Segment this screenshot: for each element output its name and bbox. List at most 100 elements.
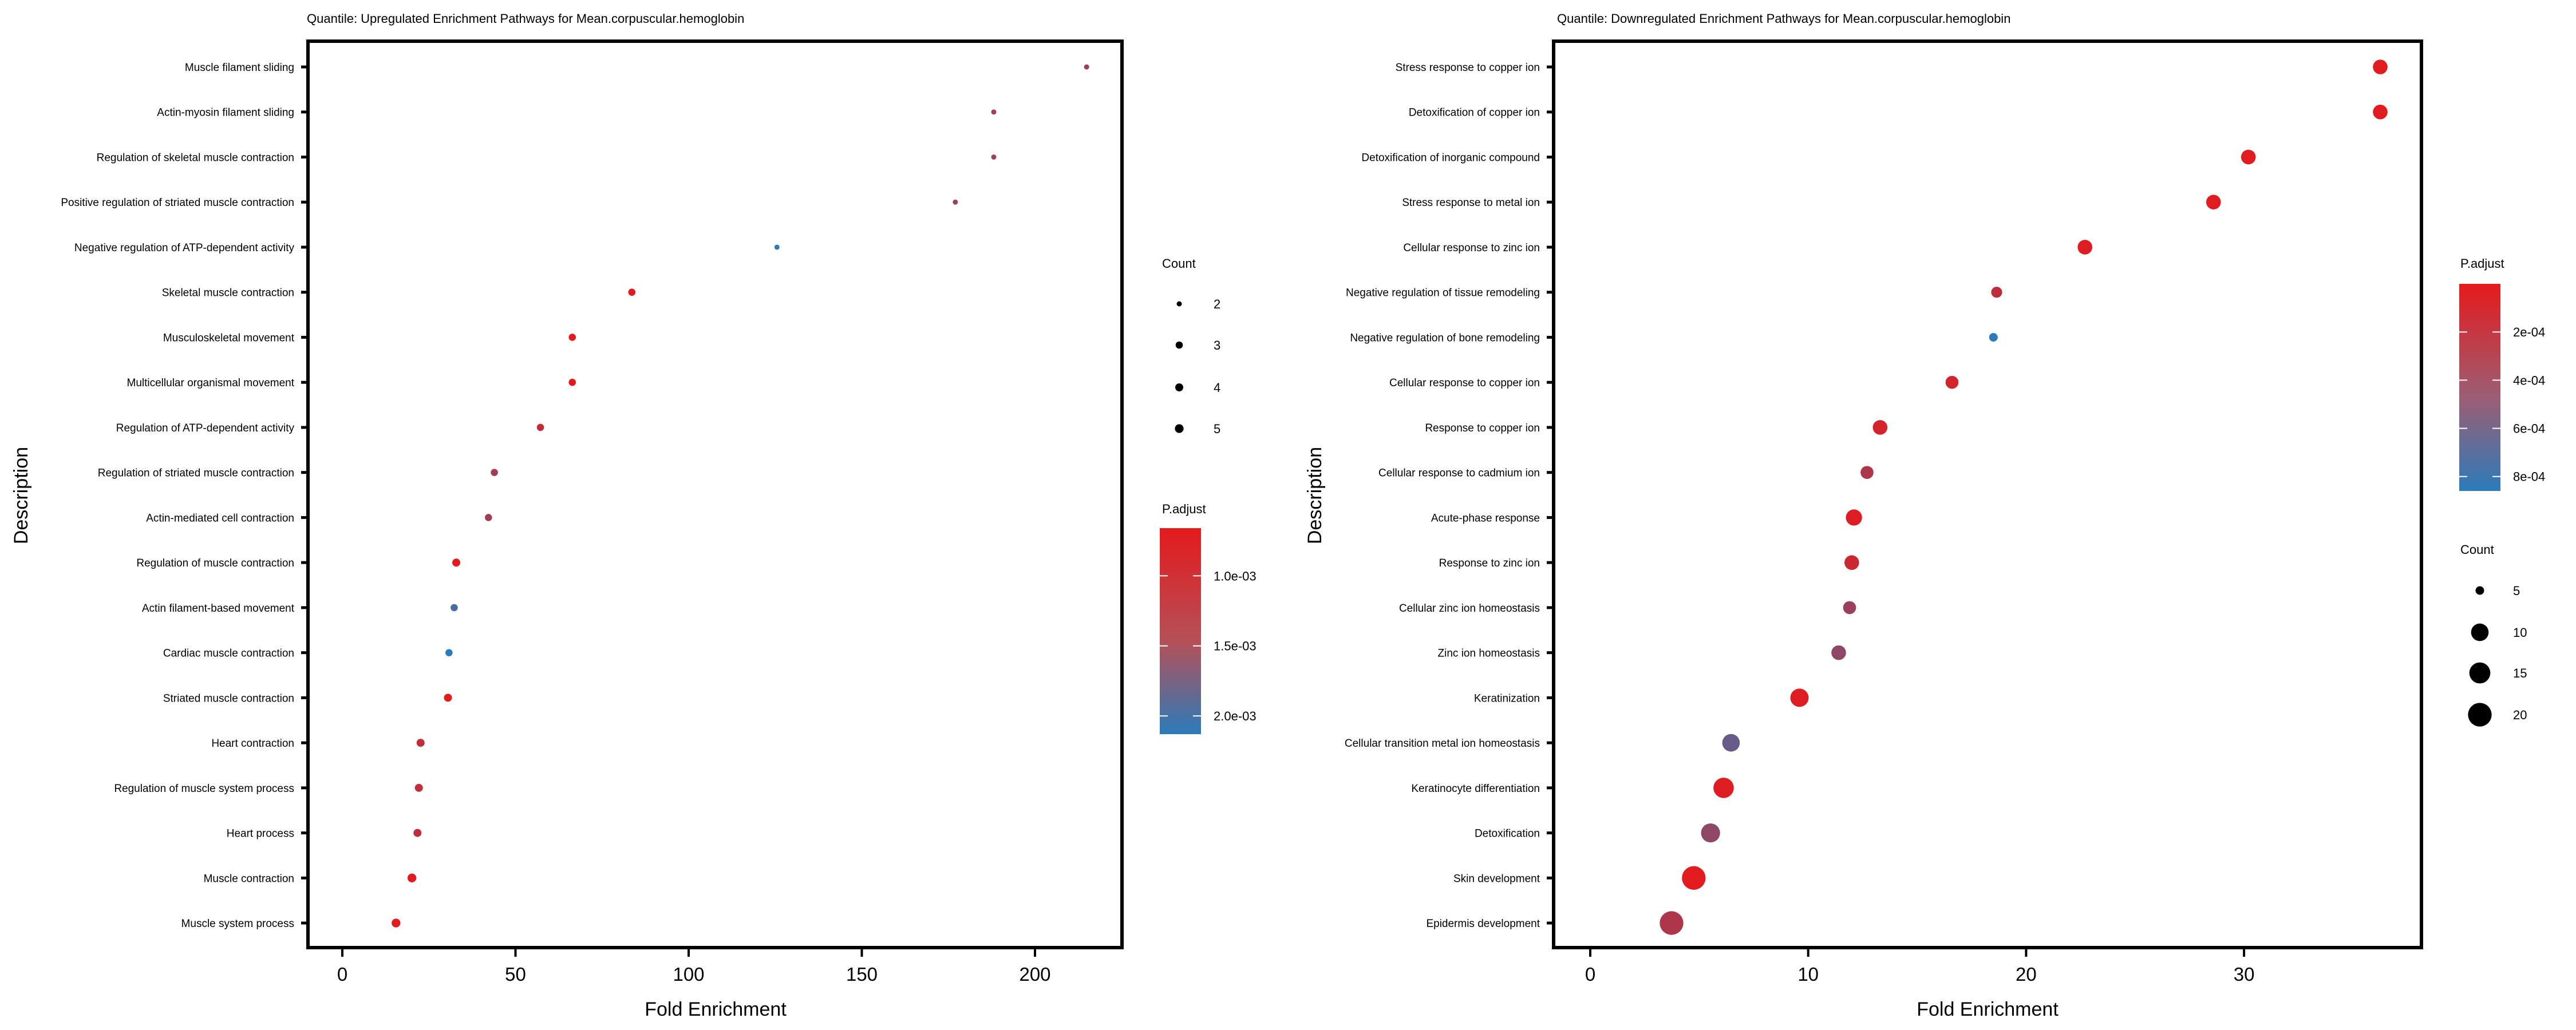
legend-size-key <box>2475 586 2484 595</box>
legend-size-key <box>1175 341 1183 349</box>
data-point <box>1831 645 1846 660</box>
x-tick-label: 0 <box>337 964 347 985</box>
data-point <box>1991 287 2002 298</box>
colorbar <box>1160 528 1201 734</box>
legend-padjust: P.adjust 2e-04 4e-04 6e-04 8e-04 <box>2459 256 2545 491</box>
x-tick-label: 200 <box>1019 964 1050 985</box>
legend-size-label: 5 <box>2513 584 2520 598</box>
y-tick-label: Skeletal muscle contraction <box>162 287 294 299</box>
y-tick-label: Multicellular organismal movement <box>127 377 295 389</box>
legend-size-key <box>2469 662 2491 684</box>
data-point <box>774 244 780 250</box>
legend-size-key <box>1175 383 1183 391</box>
data-point <box>444 694 452 702</box>
colorbar-tick-label: 8e-04 <box>2513 470 2545 484</box>
legend-size-label: 2 <box>1214 297 1220 311</box>
x-axis-title: Fold Enrichment <box>1917 999 2059 1020</box>
colorbar <box>2459 284 2500 491</box>
y-tick-label: Detoxification of inorganic compound <box>1361 152 1540 164</box>
data-point <box>491 469 498 476</box>
y-tick-label: Regulation of skeletal muscle contractio… <box>97 152 294 164</box>
legend-size-label: 4 <box>1214 381 1220 395</box>
x-ticks: 0 50 100 150 200 <box>337 949 1051 985</box>
data-point <box>568 378 576 386</box>
data-point <box>1872 420 1888 435</box>
data-point <box>1660 911 1684 935</box>
points <box>1660 60 2388 935</box>
y-tick-label: Response to copper ion <box>1425 422 1540 434</box>
legend-padjust-title: P.adjust <box>2460 256 2504 271</box>
y-tick-label: Muscle filament sliding <box>185 62 294 74</box>
data-point <box>1846 509 1862 526</box>
y-tick-label: Negative regulation of ATP-dependent act… <box>74 242 295 254</box>
y-tick-label: Keratinization <box>1474 692 1540 704</box>
chart-title: Quantile: Downregulated Enrichment Pathw… <box>1557 11 2010 26</box>
data-point <box>407 873 417 882</box>
legend-size-label: 10 <box>2513 625 2527 640</box>
colorbar-tick-label: 4e-04 <box>2513 373 2545 387</box>
data-point <box>452 558 461 567</box>
data-point <box>413 829 422 837</box>
panel-upregulated: Quantile: Upregulated Enrichment Pathway… <box>10 11 1257 1020</box>
plot-frame <box>306 39 1124 949</box>
y-tick-label: Response to zinc ion <box>1439 557 1540 569</box>
y-tick-label: Negative regulation of bone remodeling <box>1350 332 1540 344</box>
y-tick-label: Cellular zinc ion homeostasis <box>1399 603 1540 615</box>
data-point <box>2373 104 2388 120</box>
data-point <box>416 739 425 747</box>
data-point <box>1860 466 1874 479</box>
data-point <box>1989 332 1998 342</box>
y-tick-label: Musculoskeletal movement <box>163 332 295 344</box>
legend-size-label: 3 <box>1214 338 1220 352</box>
data-point <box>1682 866 1706 890</box>
data-point <box>414 783 423 792</box>
colorbar-tick-label: 1.5e-03 <box>1214 639 1257 653</box>
legend-size-key <box>2471 623 2489 641</box>
legend-count: Count 2 3 4 5 <box>1162 256 1220 436</box>
legend-size-label: 15 <box>2513 666 2527 680</box>
legend-size-label: 20 <box>2513 708 2527 722</box>
y-tick-label: Epidermis development <box>1426 918 1540 930</box>
legend-size-key <box>1176 301 1182 307</box>
y-tick-label: Actin-myosin filament sliding <box>157 107 294 119</box>
y-tick-label: Regulation of muscle system process <box>114 783 294 795</box>
points <box>392 64 1089 928</box>
y-tick-label: Stress response to metal ion <box>1402 197 1540 209</box>
legend-count-title: Count <box>2460 542 2494 557</box>
data-point <box>451 604 458 612</box>
y-tick-label: Negative regulation of tissue remodeling <box>1346 287 1540 299</box>
data-point <box>991 109 997 115</box>
y-tick-label: Striated muscle contraction <box>163 692 294 704</box>
y-tick-label: Cardiac muscle contraction <box>163 648 294 660</box>
y-tick-label: Heart process <box>227 828 294 840</box>
y-tick-label: Positive regulation of striated muscle c… <box>61 197 294 209</box>
data-point <box>2241 149 2256 165</box>
colorbar-tick-label: 6e-04 <box>2513 422 2545 436</box>
chart-title: Quantile: Upregulated Enrichment Pathway… <box>307 11 744 26</box>
y-tick-label: Zinc ion homeostasis <box>1438 648 1540 660</box>
legend-size-label: 5 <box>1214 422 1220 436</box>
y-tick-label: Detoxification of copper ion <box>1409 107 1540 119</box>
y-tick-label: Cellular response to cadmium ion <box>1378 468 1540 480</box>
y-tick-label: Muscle contraction <box>204 873 294 885</box>
data-point <box>2373 60 2388 74</box>
y-tick-label: Detoxification <box>1475 828 1540 840</box>
data-point <box>485 514 492 521</box>
data-point <box>2077 240 2092 255</box>
x-tick-label: 150 <box>846 964 878 985</box>
data-point <box>1843 601 1856 615</box>
legend-size-key <box>1175 424 1184 433</box>
panel-downregulated: Quantile: Downregulated Enrichment Pathw… <box>1304 11 2545 1020</box>
y-tick-label: Cellular response to copper ion <box>1389 377 1540 389</box>
x-tick-label: 100 <box>673 964 704 985</box>
data-point <box>1790 688 1809 707</box>
y-tick-label: Skin development <box>1453 873 1540 885</box>
y-tick-label: Cellular response to zinc ion <box>1403 242 1540 254</box>
y-tick-label: Regulation of striated muscle contractio… <box>98 468 294 480</box>
y-tick-label: Regulation of ATP-dependent activity <box>116 422 295 434</box>
legend-count-title: Count <box>1162 256 1196 271</box>
colorbar-tick-label: 2e-04 <box>2513 325 2545 339</box>
data-point <box>628 288 636 296</box>
legend-padjust-title: P.adjust <box>1162 502 1206 516</box>
y-tick-label: Heart contraction <box>211 738 294 750</box>
